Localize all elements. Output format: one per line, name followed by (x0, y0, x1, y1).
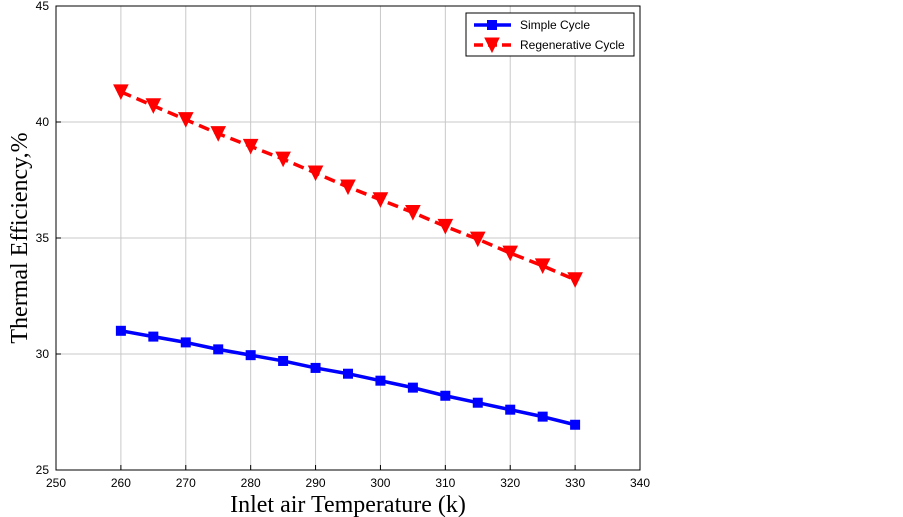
data-point (245, 350, 256, 361)
x-tick-label: 330 (565, 476, 585, 490)
x-axis-title: Inlet air Temperature (k) (230, 492, 466, 517)
data-point (275, 151, 291, 168)
data-point (307, 165, 324, 182)
data-point (570, 419, 581, 430)
x-tick-label: 290 (306, 476, 326, 490)
data-point (537, 411, 548, 422)
data-point (343, 368, 353, 379)
data-point (180, 337, 191, 348)
legend-label: Simple Cycle (520, 18, 590, 32)
data-point (469, 231, 486, 248)
legend-marker (487, 20, 497, 30)
data-point (340, 179, 356, 196)
x-tick-label: 260 (111, 476, 131, 490)
series-simple-cycle (115, 325, 581, 430)
x-tick-label: 310 (435, 476, 455, 490)
data-point (375, 375, 386, 386)
data-point (372, 192, 389, 208)
data-point (213, 344, 224, 355)
x-tick-label: 280 (241, 476, 261, 490)
legend-label: Regenerative Cycle (520, 38, 625, 52)
data-point (310, 362, 321, 373)
y-tick-label: 25 (36, 463, 50, 477)
x-tick-label: 320 (500, 476, 520, 490)
x-tick-label: 250 (46, 476, 66, 490)
data-point (437, 218, 454, 235)
data-point (148, 331, 159, 342)
x-tick-label: 270 (176, 476, 196, 490)
data-point (407, 382, 418, 393)
data-point (534, 258, 551, 274)
y-axis-title: Thermal Efficiency,% (7, 132, 33, 343)
data-point (210, 126, 227, 142)
data-point (115, 325, 126, 336)
y-tick-label: 40 (36, 115, 50, 129)
y-tick-label: 35 (36, 231, 50, 245)
grid (56, 6, 640, 470)
data-point (440, 390, 451, 401)
data-point (113, 84, 129, 100)
axis-ticks: 250 260 270 280 290 300 310 320 330 340 25 30 35 40 45 (36, 0, 651, 490)
x-tick-label: 300 (370, 476, 390, 490)
data-point (405, 204, 421, 221)
data-point (567, 272, 583, 288)
series-regenerative-cycle (113, 84, 583, 288)
data-point (177, 112, 194, 128)
legend: Simple Cycle Regenerative Cycle (465, 12, 635, 57)
data-point (505, 404, 516, 415)
y-tick-label: 45 (36, 0, 50, 13)
data-point (145, 98, 162, 114)
series-layer (113, 84, 583, 430)
data-point (502, 245, 519, 262)
data-point (242, 138, 259, 155)
data-point (278, 355, 289, 366)
x-tick-label: 340 (630, 476, 650, 490)
data-point (472, 397, 483, 408)
legend-marker (484, 37, 500, 54)
y-tick-label: 30 (36, 347, 50, 361)
